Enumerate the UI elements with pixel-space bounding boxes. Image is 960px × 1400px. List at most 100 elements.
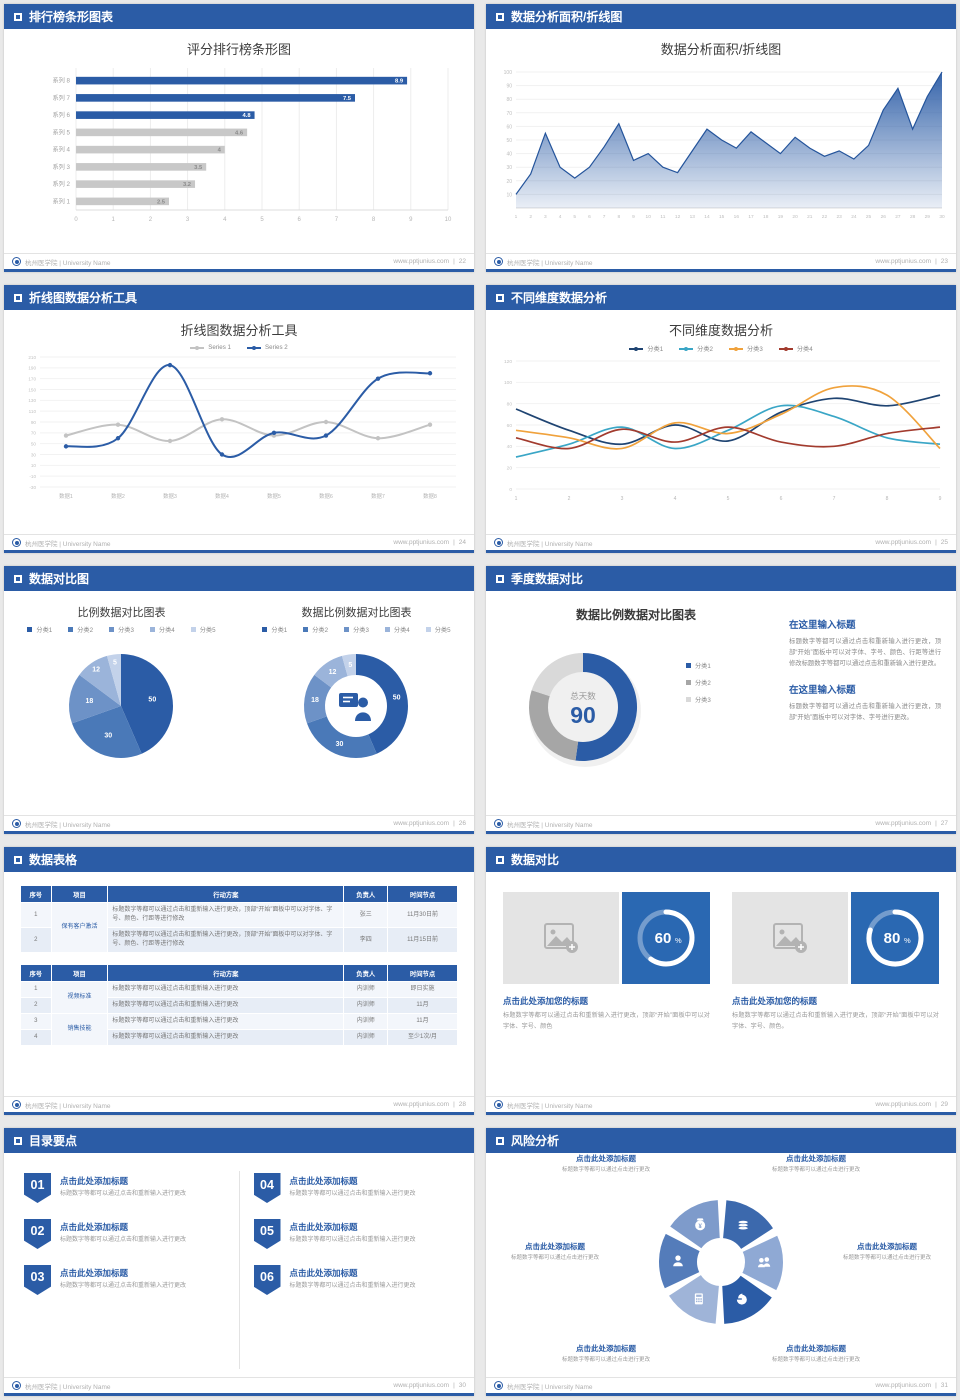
slide-area-line-chart[interactable]: 数据分析面积/折线图 数据分析面积/折线图 10 20 30 40 50 60 70 80 90… xyxy=(486,4,956,272)
footer-sep: | xyxy=(453,1101,455,1108)
legend-item: 分类2 xyxy=(686,678,711,687)
footer-page-number: 28 xyxy=(458,1101,466,1108)
university-logo-icon xyxy=(12,538,21,547)
slide-data-table[interactable]: 数据表格 序号 项目 行动方案 负责人 时间节点 1 保有客户激活 标题数字等都可以通过点击和… xyxy=(4,847,474,1115)
svg-text:3: 3 xyxy=(186,217,190,223)
image-placeholder xyxy=(732,892,848,984)
toc-heading: 点击此处添加标题 xyxy=(60,1268,129,1278)
slide-data-contrast[interactable]: 数据对比 60% 点击此处添加您的标题 标题数字等都可以通过点击和重新输入进行更… xyxy=(486,847,956,1115)
slide-header-title: 数据分析面积/折线图 xyxy=(511,10,623,24)
svg-text:7: 7 xyxy=(335,217,339,223)
footer-org: 杭州医学院 | University Name xyxy=(507,821,593,829)
image-placeholder-icon xyxy=(773,923,807,953)
svg-text:1: 1 xyxy=(112,217,116,223)
risk-label: 点击此处添加标题 标题数字等都可以通过点击进行更改 xyxy=(561,1344,650,1363)
footer-site: www.pptjunius.com xyxy=(875,1101,932,1108)
slide-ranking-bar-chart[interactable]: 排行榜条形图表 评分排行榜条形图 0 1 2 3 4 5 6 7 8 9 10 系列 8 8.9 系列 7… xyxy=(4,4,474,272)
slide-toc-points[interactable]: 目录要点 01 点击此处添加标题 标题数字等都可以通过点击和重新输入进行更改 02 点击… xyxy=(4,1128,474,1396)
slide-quarterly-comparison[interactable]: 季度数据对比 数据比例数据对比图表 总天数 90 分类1 分类2 分类3 在这里输入标… xyxy=(486,566,956,834)
svg-text:8: 8 xyxy=(617,214,620,220)
legend-item: 分类2 xyxy=(68,625,93,634)
text-column: 在这里输入标题 标题数字等都可以通过点击和重新输入进行更改，顶部“开始”面板中可… xyxy=(789,617,941,736)
svg-text:系列 1: 系列 1 xyxy=(52,197,70,205)
svg-text:30: 30 xyxy=(506,165,512,171)
footer-sep: | xyxy=(935,258,937,265)
slide-data-comparison-pies[interactable]: 数据对比图 比例数据对比图表 分类1 分类2 分类3 分类4 分类5 50 30 18 12 5… xyxy=(4,566,474,834)
tables-wrap: 序号 项目 行动方案 负责人 时间节点 1 保有客户激活 标题数字等都可以通过点击和重新输入进… xyxy=(4,872,474,1046)
svg-text:系列 3: 系列 3 xyxy=(52,163,70,171)
slide-header-bar: 季度数据对比 xyxy=(486,566,956,591)
slide-header-bar: 排行榜条形图表 xyxy=(4,4,474,29)
footer-sep: | xyxy=(935,539,937,546)
risk-label: 点击此处添加标题 标题数字等都可以通过点击进行更改 xyxy=(561,1154,650,1173)
footer-site: www.pptjunius.com xyxy=(393,539,450,546)
presenter-icon xyxy=(339,693,371,721)
block-heading: 在这里输入标题 xyxy=(789,685,856,697)
toc-item: 01 点击此处添加标题 标题数字等都可以通过点击和重新输入进行更改 xyxy=(24,1173,225,1203)
footer-sep: | xyxy=(935,1382,937,1389)
svg-text:5: 5 xyxy=(348,662,352,669)
svg-text:20: 20 xyxy=(507,465,513,471)
svg-text:数据3: 数据3 xyxy=(163,492,177,500)
legend-item: 分类3 xyxy=(686,695,711,704)
university-logo-icon xyxy=(494,1100,503,1109)
slide-header-title: 折线图数据分析工具 xyxy=(29,291,138,305)
image-placeholder-icon xyxy=(544,923,578,953)
column-header: 序号 xyxy=(20,885,52,903)
toc-body: 标题数字等都可以通过点击和重新输入进行更改 xyxy=(289,1237,416,1243)
svg-text:210: 210 xyxy=(28,355,36,360)
project-cell: 视频标准 xyxy=(50,981,109,1014)
block-body: 标题数字等都可以通过点击和重新输入进行更改，顶部“开始”面板中可以对字体、字号进… xyxy=(789,703,941,722)
block-heading: 在这里输入标题 xyxy=(789,620,856,631)
svg-text:50: 50 xyxy=(31,441,37,446)
risk-label: 点击此处添加标题 标题数字等都可以通过点击进行更改 xyxy=(842,1242,931,1261)
legend-item: 分类1 xyxy=(262,625,287,634)
table-row: 1 视频标准 标题数字等都可以通过点击和重新输入进行更改 内训师 即日实施 xyxy=(20,981,458,1014)
slide-multi-dimension-analysis[interactable]: 不同维度数据分析 不同维度数据分析 分类1 分类2 分类3 分类4 0 20 40 60 80… xyxy=(486,285,956,553)
square-bullet-icon xyxy=(496,1136,504,1145)
svg-text:70: 70 xyxy=(506,111,512,117)
svg-text:25: 25 xyxy=(866,214,872,220)
pie-chart: 50 30 18 12 5 xyxy=(68,654,173,758)
chart-title: 不同维度数据分析 xyxy=(668,323,773,338)
slide-body: 60% 点击此处添加您的标题 标题数字等都可以通过点击和重新输入进行更改，顶部“… xyxy=(486,872,956,1096)
slide-footer: 杭州医学院 | University Name www.pptjunius.co… xyxy=(486,815,956,831)
percent-box: 60% xyxy=(622,892,710,984)
toc-number-badge: 03 xyxy=(24,1265,51,1295)
footer-org: 杭州医学院 | University Name xyxy=(25,821,111,829)
slide-line-analysis[interactable]: 折线图数据分析工具 折线图数据分析工具 Series 1 Series 2 -30… xyxy=(4,285,474,553)
slide-header-bar: 数据分析面积/折线图 xyxy=(486,4,956,29)
money-bag-icon: ¥ xyxy=(695,1218,706,1231)
toc-number-badge: 01 xyxy=(24,1173,51,1203)
toc-heading: 点击此处添加标题 xyxy=(289,1176,358,1186)
svg-text:4.8: 4.8 xyxy=(242,113,251,119)
svg-text:2: 2 xyxy=(568,496,571,502)
column-header: 项目 xyxy=(50,964,109,982)
svg-text:70: 70 xyxy=(31,431,37,436)
legend-item: 分类1 xyxy=(629,344,663,353)
chart-legend: 分类1 分类2 分类3 分类4 xyxy=(486,339,956,353)
svg-text:系列 7: 系列 7 xyxy=(52,94,70,102)
svg-text:数据6: 数据6 xyxy=(319,492,333,500)
university-logo-icon xyxy=(12,1100,21,1109)
slide-header-bar: 数据表格 xyxy=(4,847,474,872)
slide-risk-analysis[interactable]: 风险分析 ¥ 点击此处添加标题 标题数字等都可以通过点击进行更改 点击此处添加标题标… xyxy=(486,1128,956,1396)
svg-text:30: 30 xyxy=(336,741,344,748)
toc-wrap: 01 点击此处添加标题 标题数字等都可以通过点击和重新输入进行更改 02 点击此处添加标… xyxy=(4,1153,474,1377)
svg-text:2.5: 2.5 xyxy=(157,199,166,205)
svg-text:29: 29 xyxy=(925,214,931,220)
toc-body: 标题数字等都可以通过点击和重新输入进行更改 xyxy=(289,1283,416,1289)
svg-text:15: 15 xyxy=(719,214,725,220)
footer-page-number: 23 xyxy=(940,258,948,265)
slide-footer: 杭州医学院 | University Name www.pptjunius.co… xyxy=(4,815,474,831)
svg-text:6: 6 xyxy=(780,496,783,502)
action-table-2: 序号 项目 行动方案 负责人 时间节点 1 视频标准 标题数字等都可以通过点击和重新输入进行更… xyxy=(20,964,458,1046)
pie-chart-icon xyxy=(736,1293,747,1305)
footer-org: 杭州医学院 | University Name xyxy=(507,259,593,267)
slide-body: 折线图数据分析工具 Series 1 Series 2 -30 -10 10 30 50 7… xyxy=(4,310,474,534)
slide-header-bar: 目录要点 xyxy=(4,1128,474,1153)
svg-text:8.9: 8.9 xyxy=(395,79,404,85)
svg-text:40: 40 xyxy=(506,152,512,158)
toc-item: 05 点击此处添加标题 标题数字等都可以通过点击和重新输入进行更改 xyxy=(253,1219,455,1249)
